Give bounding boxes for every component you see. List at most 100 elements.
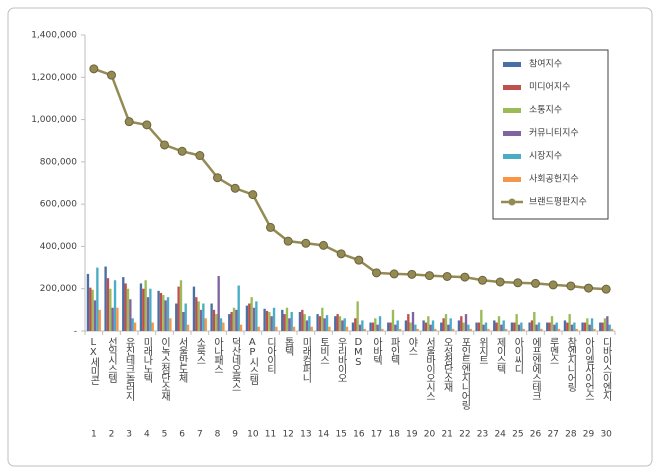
bar — [146, 297, 150, 331]
bar — [308, 316, 311, 331]
bar — [263, 308, 266, 331]
x-rank-label: 28 — [565, 430, 577, 440]
bar — [389, 322, 392, 331]
bar — [477, 322, 481, 331]
x-tick-label: 디바이스이엔지 — [600, 337, 612, 402]
x-tick-label: 참엔지니어링 — [565, 337, 577, 392]
bar — [272, 307, 276, 331]
line-marker — [248, 190, 258, 200]
bar — [603, 318, 607, 331]
bar — [606, 316, 609, 331]
bar — [487, 328, 490, 331]
bar — [440, 322, 443, 331]
bar — [361, 320, 364, 331]
bar — [553, 324, 556, 331]
bar — [409, 322, 412, 331]
y-tick-label: 1,000,000 — [31, 115, 77, 125]
bar — [212, 309, 216, 331]
bar — [504, 328, 508, 331]
bar — [325, 315, 329, 331]
x-rank-label: 6 — [179, 430, 185, 440]
legend-label: 시장지수 — [529, 151, 562, 162]
bar — [396, 320, 399, 331]
bar — [106, 278, 110, 331]
bar — [222, 322, 225, 331]
y-tick-label: - — [74, 327, 77, 337]
x-rank-label: 10 — [247, 430, 259, 440]
bar — [228, 314, 231, 331]
bar — [111, 307, 114, 331]
x-rank-label: 25 — [512, 430, 523, 440]
bar — [305, 320, 309, 331]
bar — [186, 324, 190, 331]
bar — [275, 326, 278, 331]
bar — [166, 297, 170, 331]
bar — [570, 324, 574, 331]
bar — [192, 286, 196, 331]
bar — [252, 307, 256, 331]
x-tick-label: 이녹스첨단소재 — [159, 337, 171, 402]
bar — [292, 326, 296, 331]
bar — [96, 267, 99, 331]
bar — [151, 322, 154, 331]
line-marker — [389, 269, 399, 279]
bar — [427, 316, 430, 331]
bar — [113, 280, 117, 331]
line-marker — [460, 272, 470, 282]
line-marker — [478, 275, 487, 285]
bar — [590, 318, 594, 331]
bar — [414, 324, 417, 331]
bar — [351, 322, 355, 331]
bar — [550, 316, 554, 331]
bar — [334, 316, 337, 331]
bar — [369, 322, 372, 331]
bar — [475, 322, 478, 331]
bar — [398, 328, 402, 331]
bar — [149, 288, 152, 331]
bar — [237, 285, 240, 331]
line-marker — [230, 183, 240, 193]
line-marker — [584, 283, 593, 293]
line-marker — [283, 236, 293, 246]
bar — [356, 301, 359, 331]
bar — [442, 318, 445, 331]
bar — [378, 316, 382, 331]
line-marker — [266, 222, 275, 232]
bar — [126, 288, 130, 331]
bar — [599, 322, 602, 331]
bar — [610, 328, 614, 331]
line-marker — [531, 278, 540, 288]
bar — [517, 324, 521, 331]
bar — [175, 303, 178, 331]
line-marker — [107, 70, 116, 80]
bar — [376, 324, 379, 331]
legend-swatch — [503, 131, 521, 136]
bar — [116, 307, 119, 331]
bar — [583, 322, 587, 331]
bar — [104, 266, 107, 331]
bar — [358, 324, 362, 331]
bar — [374, 318, 377, 331]
x-tick-label: 아나패스 — [212, 337, 224, 373]
bar — [328, 326, 331, 331]
bar — [601, 322, 604, 331]
bar — [546, 322, 549, 331]
bar — [133, 322, 137, 331]
x-tick-label: 미래컴퍼니 — [300, 337, 312, 384]
bar — [139, 283, 143, 331]
legend-swatch-marker — [508, 198, 516, 206]
line-marker — [213, 173, 222, 183]
legend-label: 참여지수 — [529, 58, 562, 70]
bar — [177, 286, 180, 331]
x-rank-label: 21 — [441, 430, 452, 440]
bar — [321, 307, 324, 331]
bar — [285, 307, 289, 331]
x-tick-label: 서울반도체 — [176, 337, 188, 384]
x-tick-label: 선익시스템 — [106, 337, 118, 383]
bar — [387, 322, 390, 331]
x-tick-label: 소룩스 — [194, 337, 206, 364]
bar — [202, 303, 205, 331]
bar — [495, 322, 498, 331]
bar — [497, 316, 501, 331]
